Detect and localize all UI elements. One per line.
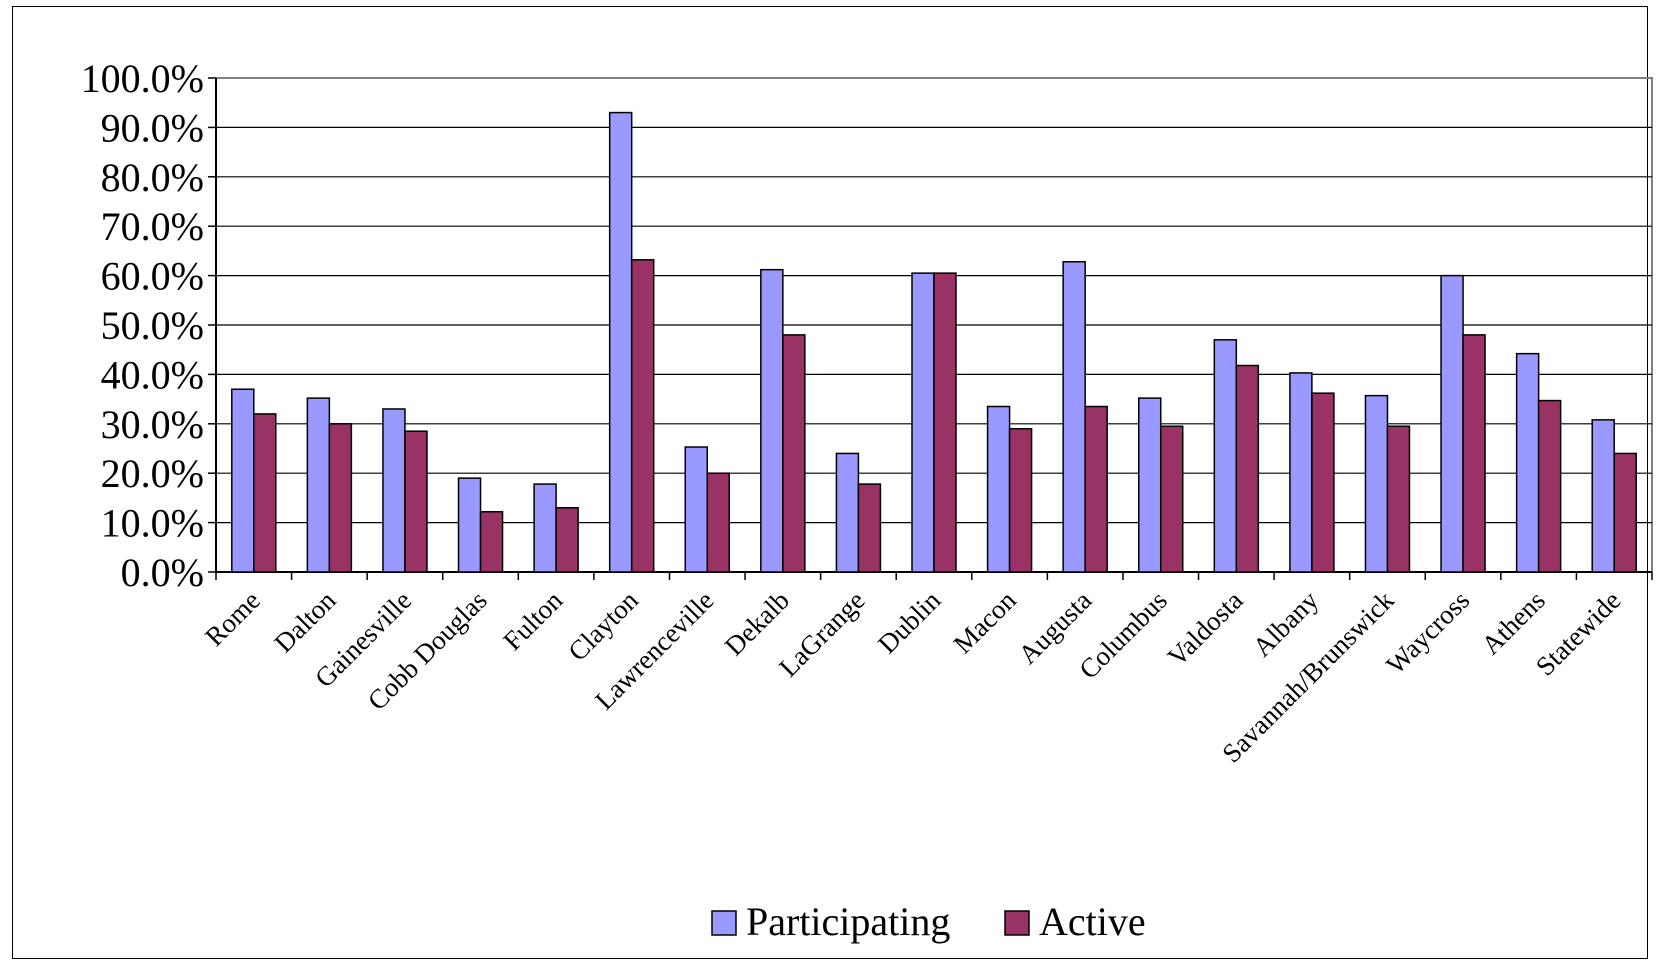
bar-active-lawrenceville [706,472,731,573]
y-tick-label: 60.0% [101,254,204,299]
bar-active-gainesville [404,430,428,573]
y-tick-label: 20.0% [101,451,204,496]
bar-active-columbus [1159,425,1184,573]
y-tick-label: 10.0% [101,501,204,546]
bar-participating-columbus [1137,397,1162,573]
bar-active-statewide [1613,452,1637,573]
bar-participating-lawrenceville [684,446,709,573]
bar-active-albany [1311,392,1335,573]
category-label: Valdosta [1162,585,1249,672]
y-tick-label: 90.0% [101,105,204,150]
bar-active-lagrange [857,483,882,573]
y-tick-label: 30.0% [101,402,204,447]
bar-active-dublin [933,272,957,573]
bar-participating-macon [986,405,1011,573]
bar-participating-rome [231,388,255,573]
category-label: Dalton [268,585,342,659]
category-label: Macon [948,585,1023,660]
bar-participating-clayton [608,111,633,573]
bar-active-waycross [1462,334,1486,573]
legend-swatch-participating [711,910,737,936]
bar-active-clayton [630,259,655,573]
y-tick-label: 100.0% [81,56,204,101]
bar-participating-dekalb [760,268,784,573]
category-label: Fulton [497,585,568,656]
bar-active-dalton [328,423,353,573]
bar-active-valdosta [1235,364,1260,573]
bar-participating-savannah-brunswick [1364,394,1389,573]
bar-participating-statewide [1591,419,1615,573]
bar-participating-gainesville [382,408,406,573]
bar-active-macon [1008,427,1033,573]
legend-label-active: Active [1039,899,1146,944]
bar-participating-lagrange [835,452,860,573]
bar-participating-athens [1515,352,1540,573]
bar-participating-waycross [1440,274,1464,573]
y-tick-label: 50.0% [101,303,204,348]
category-label: Athens [1476,585,1551,660]
category-label: Dublin [872,585,947,660]
category-label: Waycross [1380,585,1475,680]
bar-active-dekalb [782,334,806,573]
category-label: Statewide [1530,585,1627,682]
bar-active-rome [253,413,277,573]
bar-active-savannah-brunswick [1386,425,1411,573]
bar-participating-dalton [306,397,331,573]
bar-participating-cobb-douglas [457,477,482,573]
bar-participating-augusta [1062,261,1086,573]
category-label: Rome [199,585,266,652]
bar-active-cobb-douglas [479,510,504,573]
y-tick-label: 40.0% [101,352,204,397]
bar-active-fulton [555,507,579,573]
legend-swatch-active [1004,910,1030,936]
y-tick-label: 80.0% [101,155,204,200]
bar-active-augusta [1084,405,1108,573]
bar-participating-dublin [911,272,935,573]
bar-participating-fulton [533,483,557,573]
y-tick-label: 0.0% [121,550,204,595]
bar-participating-albany [1289,372,1313,573]
bar-participating-valdosta [1213,339,1238,573]
bar-active-athens [1537,399,1562,573]
legend-label-participating: Participating [746,899,950,944]
y-tick-label: 70.0% [101,204,204,249]
